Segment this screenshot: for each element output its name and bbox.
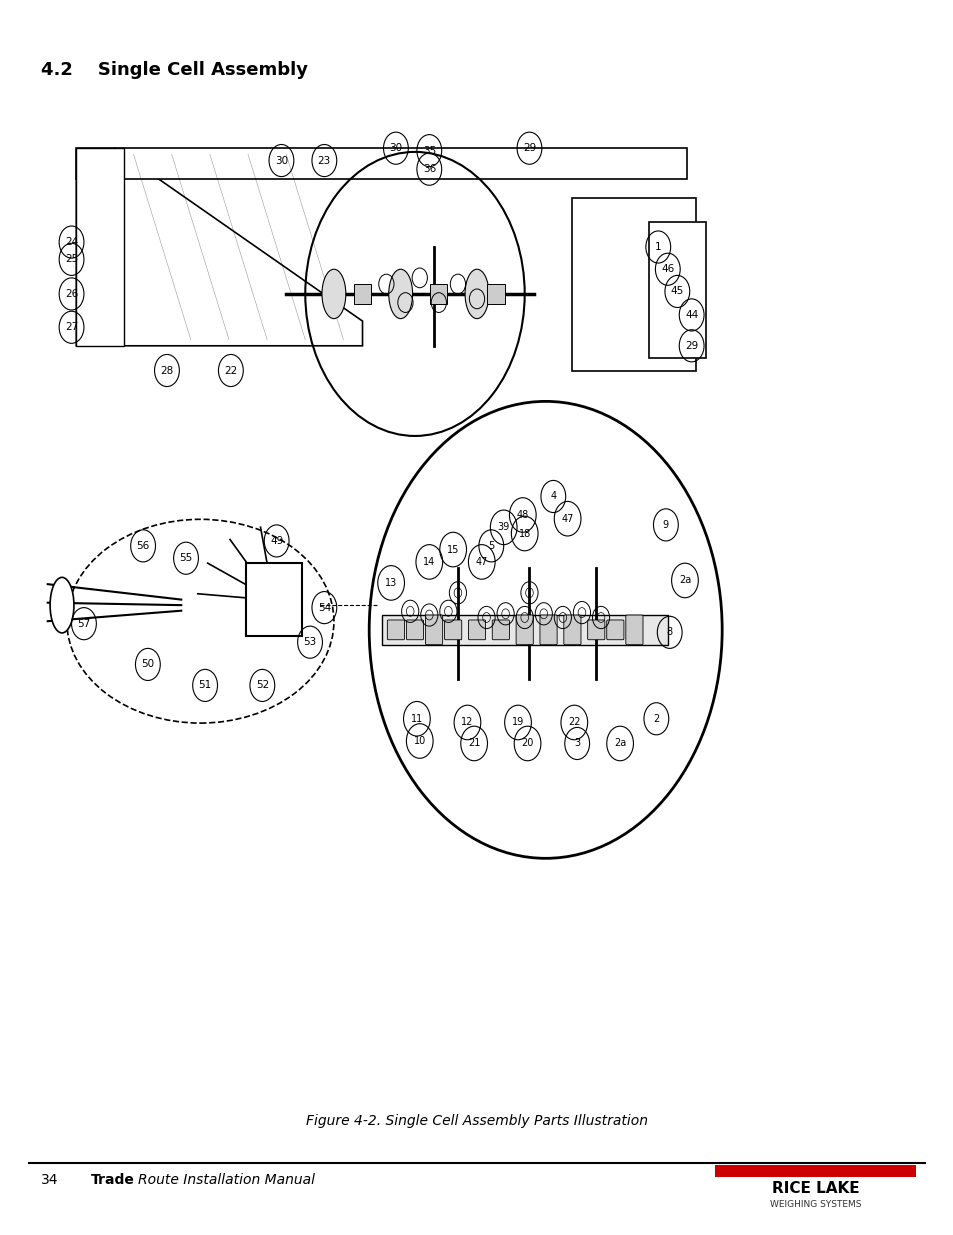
Text: 22: 22 — [567, 718, 580, 727]
Text: 18: 18 — [518, 529, 530, 538]
Polygon shape — [572, 198, 696, 370]
Text: 9: 9 — [662, 520, 668, 530]
Text: 4.2    Single Cell Assembly: 4.2 Single Cell Assembly — [41, 61, 308, 79]
Text: 46: 46 — [660, 264, 674, 274]
Text: 28: 28 — [160, 366, 173, 375]
Text: 29: 29 — [522, 143, 536, 153]
Text: Route Installation Manual: Route Installation Manual — [138, 1173, 315, 1187]
FancyBboxPatch shape — [487, 284, 504, 304]
Text: 12: 12 — [461, 718, 473, 727]
Text: 48: 48 — [517, 510, 528, 520]
Text: 8: 8 — [666, 627, 672, 637]
Text: 27: 27 — [65, 322, 78, 332]
Text: 3: 3 — [574, 739, 579, 748]
Text: 26: 26 — [65, 289, 78, 299]
Text: 10: 10 — [414, 736, 425, 746]
FancyBboxPatch shape — [492, 620, 509, 640]
Text: 2: 2 — [653, 714, 659, 724]
Text: 49: 49 — [270, 536, 283, 546]
Text: 23: 23 — [317, 156, 331, 165]
Text: Trade: Trade — [91, 1173, 134, 1187]
FancyBboxPatch shape — [715, 1165, 915, 1177]
Text: 39: 39 — [497, 522, 509, 532]
Text: 5: 5 — [488, 541, 494, 551]
FancyBboxPatch shape — [387, 620, 404, 640]
Text: 24: 24 — [65, 237, 78, 247]
Text: 35: 35 — [422, 146, 436, 156]
Text: 55: 55 — [179, 553, 193, 563]
Text: 44: 44 — [684, 310, 698, 320]
Circle shape — [369, 401, 721, 858]
Text: 29: 29 — [684, 341, 698, 351]
FancyBboxPatch shape — [606, 620, 623, 640]
Text: 53: 53 — [303, 637, 316, 647]
FancyBboxPatch shape — [563, 615, 580, 645]
FancyBboxPatch shape — [444, 620, 461, 640]
Text: 15: 15 — [447, 545, 458, 555]
Text: RICE LAKE: RICE LAKE — [771, 1181, 859, 1195]
Text: 51: 51 — [198, 680, 212, 690]
Text: 14: 14 — [423, 557, 435, 567]
Text: 2a: 2a — [679, 576, 690, 585]
Text: 36: 36 — [422, 164, 436, 174]
Text: 47: 47 — [476, 557, 487, 567]
Text: 52: 52 — [255, 680, 269, 690]
FancyBboxPatch shape — [406, 620, 423, 640]
Ellipse shape — [51, 578, 74, 632]
Text: WEIGHING SYSTEMS: WEIGHING SYSTEMS — [769, 1200, 861, 1209]
Text: Figure 4-2. Single Cell Assembly Parts Illustration: Figure 4-2. Single Cell Assembly Parts I… — [306, 1114, 647, 1128]
FancyBboxPatch shape — [539, 615, 557, 645]
FancyBboxPatch shape — [587, 620, 604, 640]
Text: 13: 13 — [385, 578, 396, 588]
Text: 19: 19 — [512, 718, 523, 727]
Text: 1: 1 — [655, 242, 660, 252]
Polygon shape — [648, 222, 705, 358]
FancyBboxPatch shape — [625, 615, 642, 645]
FancyBboxPatch shape — [468, 620, 485, 640]
Text: 2a: 2a — [614, 739, 625, 748]
Ellipse shape — [389, 269, 412, 319]
Text: 30: 30 — [274, 156, 288, 165]
Text: 50: 50 — [141, 659, 154, 669]
Text: 20: 20 — [521, 739, 533, 748]
Text: 4: 4 — [550, 492, 556, 501]
Polygon shape — [76, 148, 362, 346]
FancyBboxPatch shape — [354, 284, 371, 304]
Text: 11: 11 — [411, 714, 422, 724]
Text: 56: 56 — [136, 541, 150, 551]
Text: 57: 57 — [77, 619, 91, 629]
Text: 21: 21 — [468, 739, 479, 748]
Text: 22: 22 — [224, 366, 237, 375]
FancyBboxPatch shape — [76, 148, 686, 179]
FancyBboxPatch shape — [425, 615, 442, 645]
FancyBboxPatch shape — [516, 615, 533, 645]
Polygon shape — [76, 148, 124, 346]
Text: 30: 30 — [389, 143, 402, 153]
Ellipse shape — [321, 269, 345, 319]
Text: 54: 54 — [317, 603, 331, 613]
Text: 25: 25 — [65, 254, 78, 264]
FancyBboxPatch shape — [430, 284, 447, 304]
Text: 45: 45 — [670, 287, 683, 296]
Text: 47: 47 — [561, 514, 573, 524]
Ellipse shape — [464, 269, 488, 319]
Text: 34: 34 — [41, 1173, 58, 1187]
FancyBboxPatch shape — [381, 615, 667, 645]
FancyBboxPatch shape — [246, 563, 302, 636]
